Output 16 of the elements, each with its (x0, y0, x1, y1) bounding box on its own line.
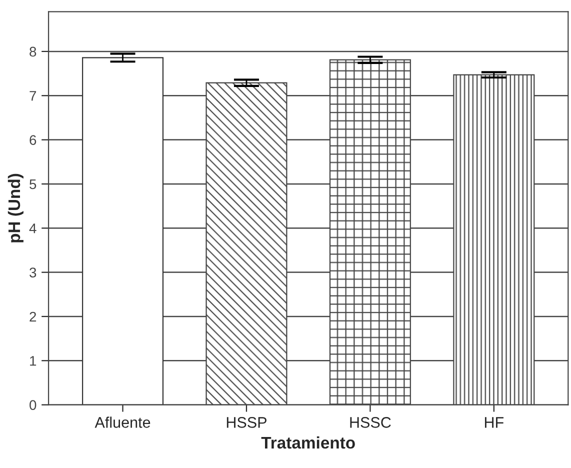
y-tick-label: 8 (30, 46, 36, 57)
y-tick-label: 7 (30, 91, 36, 101)
x-tick-label: HF (484, 417, 504, 428)
y-tick-label: 6 (30, 135, 36, 145)
y-tick-label: 2 (30, 312, 36, 322)
x-tick-label: Afluente (94, 416, 150, 428)
y-tick-label: 4 (29, 224, 36, 234)
x-axis-title: Tratamiento (261, 436, 355, 449)
y-tick-label: 0 (30, 400, 36, 410)
x-tick-label: HSSC (350, 417, 391, 428)
y-tick-label: 5 (30, 179, 36, 190)
y-tick-label: 3 (30, 268, 36, 278)
x-tick-label: HSSP (226, 417, 266, 428)
bar (82, 57, 164, 405)
y-axis-title: pH (Und) (8, 174, 24, 242)
y-tick-label: 1 (30, 356, 36, 366)
